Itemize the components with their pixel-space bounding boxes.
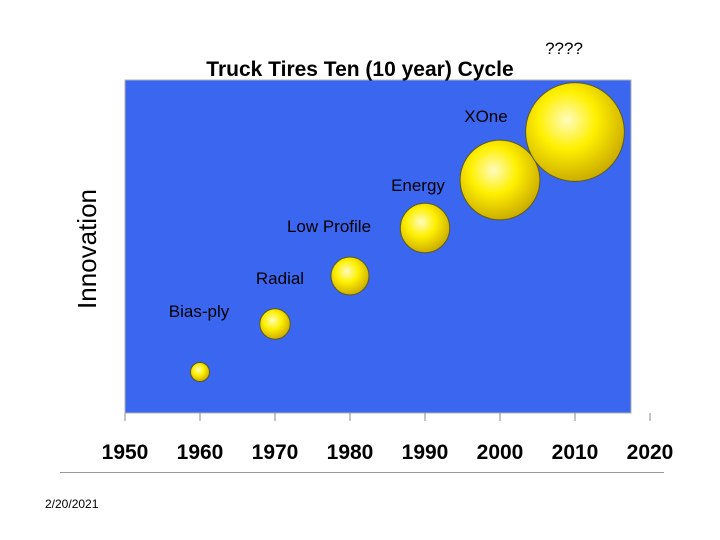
bubble-series xyxy=(190,82,625,382)
x-tick-label: 1990 xyxy=(402,441,449,464)
bubble-label: Energy xyxy=(391,176,445,195)
bubble-point xyxy=(190,362,210,382)
bubble-point xyxy=(330,256,370,296)
x-tick-label: 2000 xyxy=(477,441,524,464)
x-axis-ticks: 1950 1960 1970 1980 1990 2000 2010 2020 xyxy=(102,413,674,464)
bubble-point xyxy=(259,308,291,340)
x-tick-label: 2020 xyxy=(627,441,674,464)
chart-title: Truck Tires Ten (10 year) Cycle xyxy=(206,58,513,81)
bubble-label: ???? xyxy=(545,39,583,58)
bubble-label: Radial xyxy=(256,269,304,288)
footer-date: 2/20/2021 xyxy=(45,497,99,511)
bubble-point xyxy=(399,202,451,254)
bubble-point xyxy=(525,82,625,182)
bubble-chart: Truck Tires Ten (10 year) Cycle Innovati… xyxy=(72,39,674,464)
y-axis-label: Innovation xyxy=(72,189,102,309)
bubble-label: XOne xyxy=(464,107,507,126)
bubble-point xyxy=(459,139,541,221)
bubble-labels: Bias-ply Radial Low Profile Energy XOne???? xyxy=(169,39,583,321)
footer-divider xyxy=(60,472,664,473)
x-tick-label: 1970 xyxy=(252,441,299,464)
x-tick-label: 1980 xyxy=(327,441,374,464)
x-tick-label: 1950 xyxy=(102,441,149,464)
x-tick-label: 1960 xyxy=(177,441,224,464)
x-tick-label: 2010 xyxy=(552,441,599,464)
bubble-label: Low Profile xyxy=(287,217,371,236)
bubble-label: Bias-ply xyxy=(169,302,230,321)
